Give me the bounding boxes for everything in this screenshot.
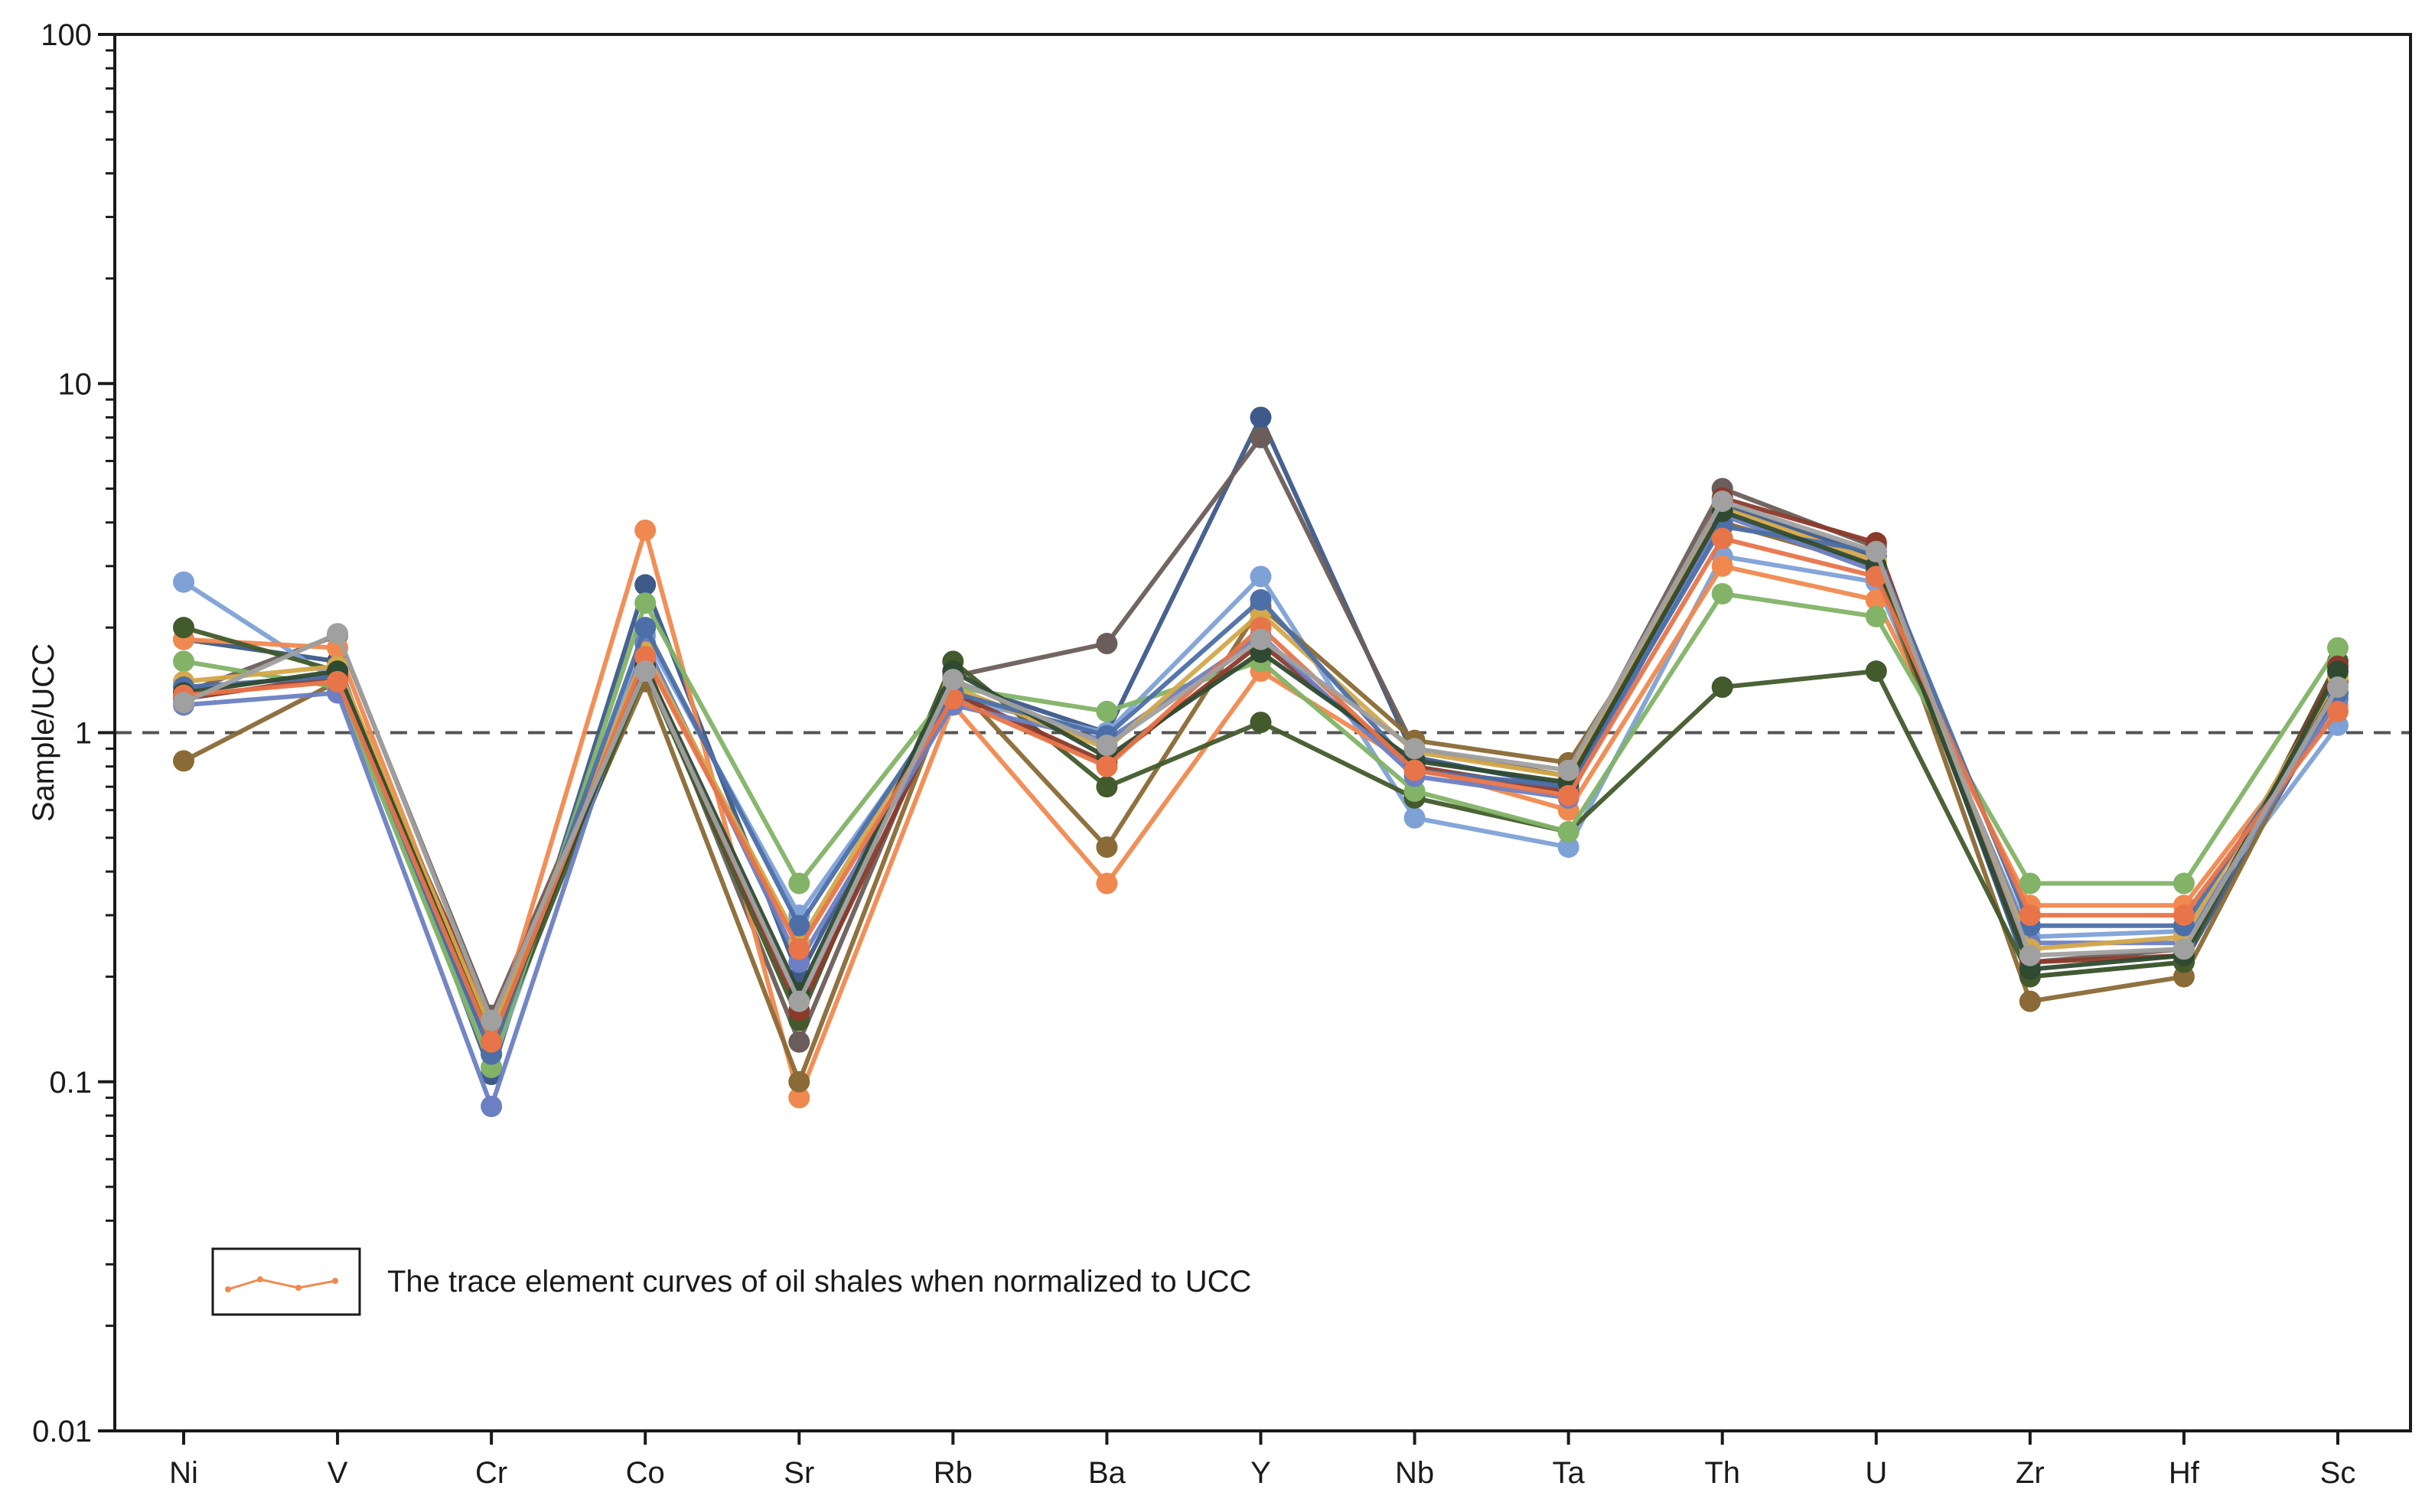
data-point-S6-Th — [1711, 676, 1733, 699]
data-point-S12-Sc — [2327, 660, 2349, 683]
data-point-S7-Th — [1711, 582, 1733, 604]
data-point-S6-Ba — [1096, 776, 1118, 798]
legend-marker — [257, 1276, 263, 1282]
axes-layer: 0.01 0.1 1 10 100 Ni V Cr Co Sr Rb Ba Y Nb Ta Th U Zr Hf Sc… — [27, 18, 2412, 1490]
data-point-S14-Co — [634, 660, 657, 683]
legend-marker — [332, 1278, 338, 1284]
data-point-S3-Nb — [1403, 807, 1426, 829]
legend-layer: The trace element curves of oil shales w… — [211, 1247, 1251, 1316]
legend-line-sample — [227, 1278, 336, 1291]
x-tick-label-Zr: Zr — [2016, 1456, 2045, 1490]
data-point-S14-Nb — [1403, 738, 1426, 760]
data-point-S3-Y — [1250, 565, 1272, 588]
data-point-S14-Ba — [1096, 735, 1118, 757]
x-tick-label-Ba: Ba — [1088, 1456, 1126, 1490]
legend-label: The trace element curves of oil shales w… — [387, 1265, 1251, 1299]
data-point-S14-Th — [1711, 490, 1733, 513]
data-point-S13-Ta — [1557, 784, 1579, 807]
data-point-S14-V — [327, 623, 349, 645]
data-point-S1-Y — [1250, 406, 1272, 429]
x-tick-label-V: V — [328, 1456, 348, 1490]
data-point-S6-Ni — [173, 617, 194, 639]
data-point-S13-Zr — [2019, 904, 2041, 927]
data-point-S14-Rb — [942, 669, 964, 691]
data-point-S14-Sc — [2327, 676, 2349, 699]
data-point-S3-Ta — [1557, 836, 1579, 859]
data-point-S7-Sc — [2327, 637, 2349, 659]
y-tick-label: 1 — [75, 717, 92, 751]
data-point-S2-Ba — [1096, 633, 1118, 655]
data-point-S2-Y — [1250, 426, 1272, 448]
x-tick-label-Ta: Ta — [1553, 1456, 1586, 1490]
data-point-S13-Ba — [1096, 755, 1118, 777]
data-point-S13-Nb — [1403, 759, 1426, 781]
data-point-S11-Co — [634, 617, 657, 639]
data-point-S6-U — [1865, 660, 1887, 683]
data-point-S3-Ni — [173, 571, 194, 593]
data-point-S14-Ni — [173, 692, 194, 714]
data-point-S11-Y — [1250, 589, 1272, 611]
data-point-S4-Ba — [1096, 872, 1118, 894]
data-point-S4-Sr — [788, 1087, 810, 1109]
data-point-S7-Hf — [2173, 872, 2195, 894]
data-point-S7-Nb — [1403, 780, 1426, 802]
data-point-S13-V — [327, 670, 349, 692]
data-point-S7-Ni — [173, 650, 194, 673]
x-tick-label-Th: Th — [1704, 1456, 1740, 1490]
legend-marker — [295, 1285, 302, 1291]
data-point-S5-Ni — [173, 750, 194, 772]
data-point-S14-Ta — [1557, 759, 1579, 781]
data-point-S13-Th — [1711, 527, 1733, 549]
data-point-S5-Zr — [2019, 990, 2041, 1012]
x-tick-label-Co: Co — [626, 1456, 665, 1490]
data-point-S14-Zr — [2019, 944, 2041, 966]
x-tick-label-Ni: Ni — [169, 1456, 198, 1490]
data-point-S14-Cr — [481, 1009, 503, 1031]
legend-marker — [225, 1286, 231, 1292]
data-point-S13-Hf — [2173, 904, 2195, 927]
data-point-S7-Ba — [1096, 700, 1118, 722]
x-tick-label-Sr: Sr — [784, 1456, 814, 1490]
y-tick-label: 0.01 — [32, 1415, 92, 1448]
data-point-S13-Cr — [481, 1031, 503, 1053]
data-point-S6-Y — [1250, 712, 1272, 734]
x-tick-label-Hf: Hf — [2169, 1456, 2200, 1490]
x-tick-label-Nb: Nb — [1395, 1456, 1434, 1490]
x-tick-label-Rb: Rb — [934, 1456, 973, 1490]
data-point-S13-Sc — [2327, 700, 2349, 722]
y-axis-title: Sample/UCC — [27, 644, 60, 822]
y-tick-label: 10 — [58, 367, 93, 401]
data-point-S11-Sr — [788, 914, 810, 937]
data-point-S4-Th — [1711, 555, 1733, 577]
x-tick-label-Sc: Sc — [2320, 1456, 2356, 1490]
data-point-S14-Hf — [2173, 938, 2195, 960]
data-point-S4-Co — [634, 519, 657, 541]
series-S14 — [173, 490, 2349, 1031]
data-point-S5-Sr — [788, 1070, 810, 1093]
data-point-S14-Y — [1250, 628, 1272, 650]
y-tick-label: 100 — [41, 18, 92, 52]
data-point-S7-U — [1865, 605, 1887, 627]
data-point-S4-U — [1865, 589, 1887, 611]
data-point-S14-U — [1865, 540, 1887, 562]
data-point-S7-Co — [634, 592, 657, 614]
x-tick-label-Cr: Cr — [475, 1456, 507, 1490]
x-tick-label-U: U — [1865, 1456, 1887, 1490]
data-point-S2-Sr — [788, 1031, 810, 1053]
data-point-S13-Sr — [788, 938, 810, 960]
x-tick-label-Y: Y — [1250, 1456, 1271, 1490]
data-point-S14-Sr — [788, 990, 810, 1012]
y-tick-label: 0.1 — [49, 1066, 92, 1100]
data-point-S7-Ta — [1557, 821, 1579, 843]
data-point-S5-Ba — [1096, 836, 1118, 859]
data-point-S9-Cr — [481, 1095, 503, 1117]
series-layer — [173, 406, 2349, 1117]
data-point-S1-Co — [634, 574, 657, 596]
data-point-S7-Sr — [788, 872, 810, 894]
data-point-S7-Zr — [2019, 872, 2041, 894]
